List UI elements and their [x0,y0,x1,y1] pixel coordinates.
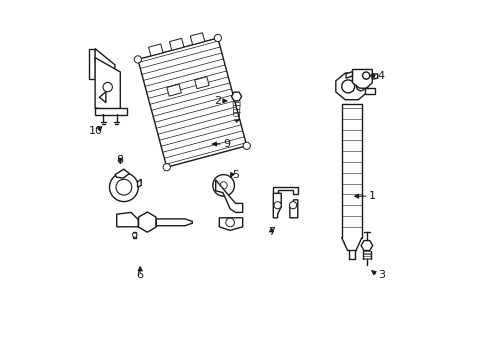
Circle shape [163,163,170,171]
Text: 9: 9 [223,139,229,149]
Polygon shape [365,88,374,94]
Circle shape [132,233,137,237]
Polygon shape [138,38,246,167]
Circle shape [109,173,138,202]
Polygon shape [273,193,281,218]
Polygon shape [148,44,163,56]
Polygon shape [99,92,106,103]
Circle shape [289,202,296,209]
Circle shape [243,142,250,149]
Circle shape [134,56,141,63]
Text: 7: 7 [267,227,274,237]
Circle shape [212,175,234,196]
Polygon shape [289,200,297,218]
Polygon shape [156,219,192,226]
Polygon shape [133,232,136,238]
Polygon shape [89,49,95,79]
Text: 4: 4 [377,71,384,81]
Polygon shape [273,187,297,194]
Polygon shape [95,58,120,112]
Text: 10: 10 [89,126,103,136]
Polygon shape [95,49,115,77]
Text: 2: 2 [214,96,221,106]
Circle shape [225,218,234,227]
Polygon shape [346,72,352,78]
Circle shape [103,82,112,92]
Polygon shape [371,74,377,79]
Circle shape [273,202,281,209]
Polygon shape [95,108,127,115]
Circle shape [356,82,365,91]
Polygon shape [137,179,141,187]
Polygon shape [219,218,242,230]
Circle shape [362,72,369,79]
Polygon shape [194,77,209,89]
Circle shape [116,179,132,195]
Polygon shape [361,240,372,251]
Text: 8: 8 [117,155,123,165]
Text: 1: 1 [368,191,375,201]
Text: 6: 6 [136,270,143,280]
Polygon shape [215,180,242,212]
Text: 5: 5 [231,170,239,180]
Text: 3: 3 [377,270,384,280]
Circle shape [341,80,354,93]
Polygon shape [166,84,181,96]
Polygon shape [169,39,183,50]
Polygon shape [115,169,129,178]
Polygon shape [231,92,241,101]
Polygon shape [138,212,156,232]
Polygon shape [117,212,138,227]
Circle shape [214,35,221,42]
Polygon shape [190,33,204,45]
Polygon shape [335,73,367,100]
Polygon shape [352,69,371,88]
Circle shape [220,182,227,189]
